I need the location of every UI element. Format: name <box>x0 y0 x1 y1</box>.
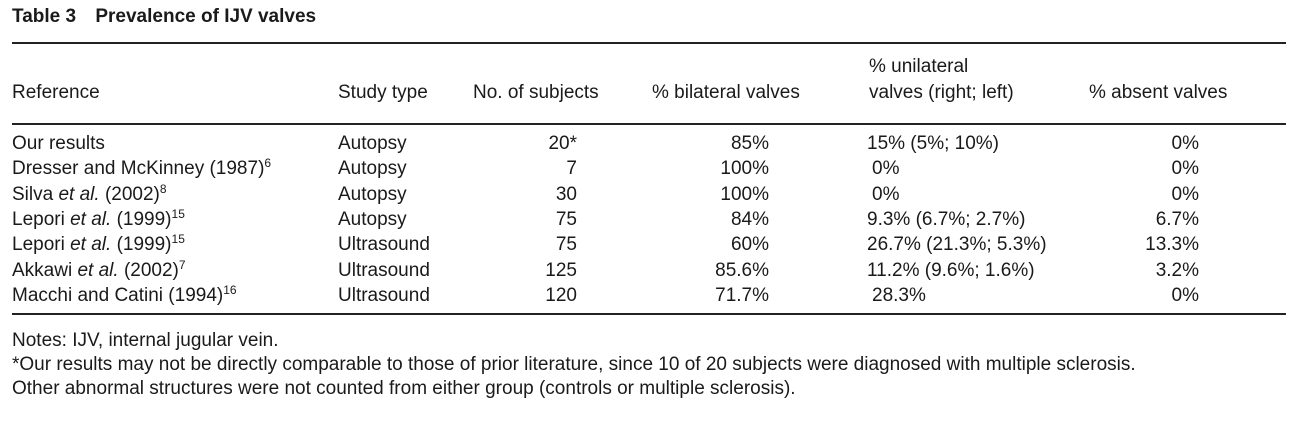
cell-subjects: 75 <box>555 208 577 230</box>
cell-absent: 0% <box>1171 183 1199 205</box>
table-row: Akkawi et al. (2002)7 Ultrasound 125 85.6% 1… <box>0 258 1310 283</box>
cell-reference: Lepori et al. (1999)15 <box>12 232 185 257</box>
cell-unilateral: 28.3% <box>872 284 926 306</box>
table-row: Lepori et al. (1999)15 Autopsy 75 84% 9.3% (… <box>0 207 1310 232</box>
cell-reference: Silva et al. (2002)8 <box>12 182 167 207</box>
cell-unilateral: 0% <box>872 158 900 180</box>
notes-text: IJV, internal jugular vein. <box>66 330 279 351</box>
notes-line: Notes: IJV, internal jugular vein. <box>12 329 1136 353</box>
cell-study-type: Autopsy <box>338 208 407 230</box>
cell-reference: Our results <box>12 131 105 156</box>
cell-reference: Akkawi et al. (2002)7 <box>12 258 186 283</box>
footnote-other: Other abnormal structures were not count… <box>12 378 796 399</box>
bottom-rule <box>12 313 1286 315</box>
ref-year: (1999) <box>111 208 172 230</box>
table-caption: Table 3 Prevalence of IJV valves <box>12 6 316 28</box>
cell-study-type: Autopsy <box>338 158 407 180</box>
cell-reference: Macchi and Catini (1994)16 <box>12 283 237 308</box>
ref-italic: et al. <box>77 259 119 281</box>
cell-absent: 3.2% <box>1155 259 1199 281</box>
cell-bilateral: 60% <box>730 234 769 256</box>
cell-unilateral: 15% (5%; 10%) <box>867 133 1000 154</box>
ref-citation: 8 <box>159 181 167 196</box>
ref-text: Lepori <box>12 208 71 230</box>
table-row: Our results Autopsy 20* 85% 15% (5%; 10%) 0% <box>0 131 1310 156</box>
ref-citation: 7 <box>178 257 186 272</box>
header-absent: % absent valves <box>1089 82 1228 103</box>
table-row: Lepori et al. (1999)15 Ultrasound 75 60% 26.… <box>0 232 1310 257</box>
cell-bilateral: 100% <box>720 183 769 205</box>
ref-citation: 15 <box>171 206 185 221</box>
cell-subjects: 20* <box>548 133 577 154</box>
ref-text: Dresser and McKinney (1987) <box>12 158 265 180</box>
header-study-type: Study type <box>338 82 428 103</box>
cell-unilateral: 11.2% (9.6%; 1.6%) <box>867 259 1035 281</box>
cell-absent: 6.7% <box>1155 208 1199 230</box>
cell-unilateral: 26.7% (21.3%; 5.3%) <box>867 234 1047 256</box>
table-row: Macchi and Catini (1994)16 Ultrasound 120 7… <box>0 283 1310 308</box>
cell-bilateral: 84% <box>730 208 769 230</box>
table-row: Silva et al. (2002)8 Autopsy 30 100% 0% 0% <box>0 182 1310 207</box>
cell-bilateral: 85.6% <box>715 259 769 281</box>
ref-italic: et al. <box>70 208 112 230</box>
footnote-asterisk: *Our results may not be directly compara… <box>12 354 1136 375</box>
table-label: Table 3 <box>12 6 77 27</box>
ref-year: (2002) <box>118 259 179 281</box>
cell-study-type: Autopsy <box>338 133 407 154</box>
ref-citation: 16 <box>223 282 237 297</box>
header-reference: Reference <box>12 82 100 103</box>
cell-bilateral: 85% <box>730 133 769 154</box>
ref-text: Macchi and Catini (1994) <box>12 284 224 306</box>
cell-absent: 13.3% <box>1145 234 1199 256</box>
header-rule <box>12 123 1286 125</box>
cell-subjects: 7 <box>566 158 577 180</box>
ref-citation: 15 <box>171 232 185 247</box>
cell-bilateral: 100% <box>720 158 769 180</box>
cell-study-type: Ultrasound <box>338 284 430 306</box>
cell-absent: 0% <box>1171 284 1199 306</box>
cell-subjects: 125 <box>545 259 577 281</box>
ref-citation: 6 <box>264 156 272 171</box>
ref-text: Our results <box>12 133 105 154</box>
table-title: Prevalence of IJV valves <box>95 6 317 27</box>
cell-unilateral: 0% <box>872 183 900 205</box>
cell-reference: Dresser and McKinney (1987)6 <box>12 156 271 181</box>
cell-subjects: 75 <box>555 234 577 256</box>
cell-absent: 0% <box>1171 158 1199 180</box>
ref-text: Akkawi <box>12 259 78 281</box>
ref-italic: et al. <box>70 234 112 256</box>
ref-year: (1999) <box>111 234 172 256</box>
table-notes: Notes: IJV, internal jugular vein. *Our … <box>12 329 1136 401</box>
cell-absent: 0% <box>1171 133 1199 154</box>
top-rule <box>12 42 1286 44</box>
ref-italic: et al. <box>58 183 100 205</box>
cell-reference: Lepori et al. (1999)15 <box>12 207 185 232</box>
cell-study-type: Ultrasound <box>338 234 430 256</box>
cell-unilateral: 9.3% (6.7%; 2.7%) <box>867 208 1026 230</box>
cell-subjects: 120 <box>545 284 577 306</box>
header-unilateral-line2: valves (right; left) <box>869 82 1014 103</box>
ref-text: Lepori <box>12 234 71 256</box>
header-subjects: No. of subjects <box>473 82 599 103</box>
ref-text: Silva <box>12 183 59 205</box>
header-unilateral-line1: % unilateral <box>869 56 969 77</box>
cell-subjects: 30 <box>555 183 577 205</box>
table-row: Dresser and McKinney (1987)6 Autopsy 7 100%… <box>0 156 1310 181</box>
cell-study-type: Autopsy <box>338 183 407 205</box>
notes-label: Notes: <box>12 330 67 351</box>
ref-year: (2002) <box>99 183 160 205</box>
cell-bilateral: 71.7% <box>715 284 769 306</box>
header-bilateral: % bilateral valves <box>652 82 800 103</box>
cell-study-type: Ultrasound <box>338 259 430 281</box>
